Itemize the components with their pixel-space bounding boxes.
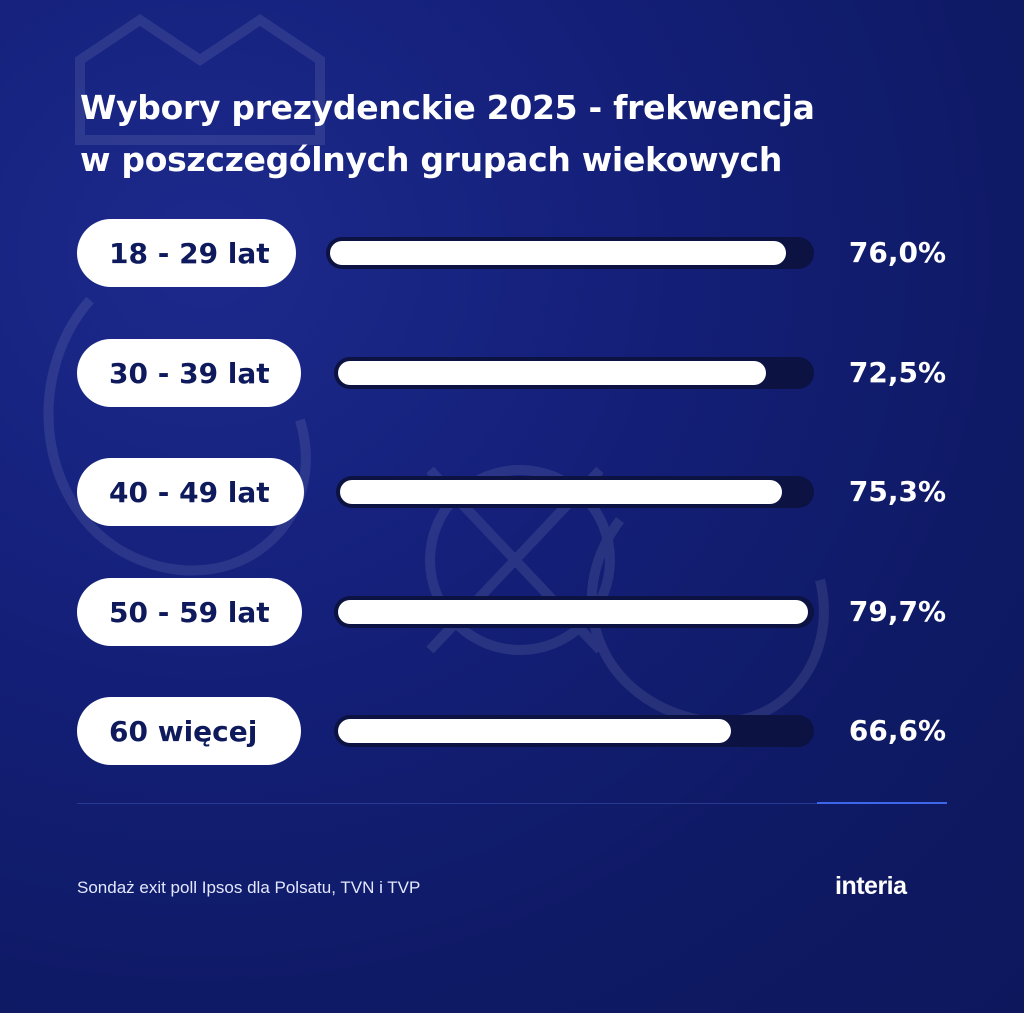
bar xyxy=(338,719,731,743)
divider-accent xyxy=(817,802,947,804)
value-label: 72,5% xyxy=(848,356,946,389)
value-label: 76,0% xyxy=(848,236,946,269)
value-label: 75,3% xyxy=(848,475,946,508)
bar-track xyxy=(326,237,814,269)
category-label: 60 więcej xyxy=(77,697,301,765)
chart-title-line-2: w poszczególnych grupach wiekowych xyxy=(80,140,783,179)
bar-track xyxy=(336,476,814,508)
bar xyxy=(338,600,808,624)
category-label: 18 - 29 lat xyxy=(77,219,296,287)
bar-row: 60 więcej 66,6% xyxy=(0,697,1024,767)
bar-row: 40 - 49 lat 75,3% xyxy=(0,458,1024,528)
bar xyxy=(340,480,782,504)
bar-track xyxy=(334,596,814,628)
category-label: 30 - 39 lat xyxy=(77,339,301,407)
bar-row: 18 - 29 lat 76,0% xyxy=(0,219,1024,289)
bar-track xyxy=(334,715,814,747)
chart-title: Wybory prezydenckie 2025 - frekwencja w … xyxy=(80,82,900,186)
value-label: 66,6% xyxy=(848,714,946,747)
source-note: Sondaż exit poll Ipsos dla Polsatu, TVN … xyxy=(77,878,421,897)
category-label: 40 - 49 lat xyxy=(77,458,304,526)
chart-title-line-1: Wybory prezydenckie 2025 - frekwencja xyxy=(80,88,815,127)
category-label: 50 - 59 lat xyxy=(77,578,302,646)
bar xyxy=(330,241,786,265)
bar xyxy=(338,361,766,385)
divider xyxy=(77,803,947,804)
value-label: 79,7% xyxy=(848,595,946,628)
bar-track xyxy=(334,357,814,389)
bar-row: 30 - 39 lat 72,5% xyxy=(0,339,1024,409)
interia-logo: interia xyxy=(835,872,907,900)
bar-row: 50 - 59 lat 79,7% xyxy=(0,578,1024,648)
